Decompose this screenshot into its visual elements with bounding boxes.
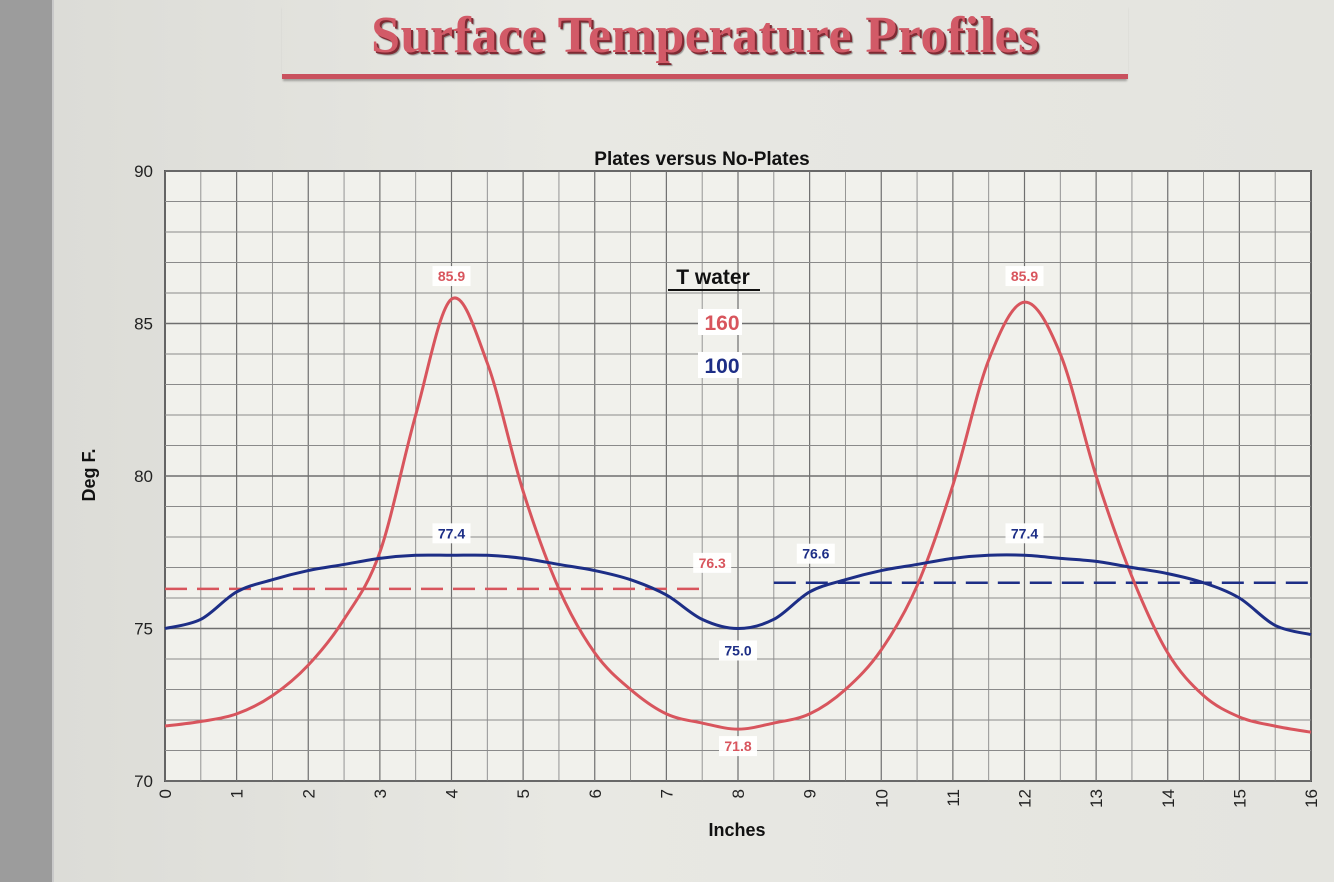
data-label-box <box>1005 266 1044 287</box>
x-tick-label: 5 <box>514 789 533 798</box>
data-label: 71.8 <box>724 738 751 754</box>
data-label: 85.9 <box>438 268 465 284</box>
chart-legend: T water 160 100 <box>668 266 760 378</box>
series-line-160 <box>164 296 1312 734</box>
chart-subtitle: Plates versus No-Plates <box>594 149 809 170</box>
x-tick-label: 15 <box>1230 789 1249 808</box>
left-border-strip <box>0 0 54 882</box>
x-tick-label: 14 <box>1159 789 1178 808</box>
data-label: 85.9 <box>1011 268 1038 284</box>
x-tick-label: 3 <box>371 789 390 798</box>
data-label: 77.4 <box>1011 525 1038 541</box>
legend-entry-160: 160 <box>704 312 739 335</box>
x-tick-label: 4 <box>443 789 462 798</box>
x-tick-label: 10 <box>872 789 891 808</box>
legend-box-160 <box>698 309 742 335</box>
data-label-box <box>719 736 757 757</box>
data-label: 76.3 <box>699 555 726 571</box>
x-tick-label: 6 <box>586 789 605 798</box>
data-label-box <box>432 266 471 287</box>
data-label: 75.0 <box>724 643 751 659</box>
page-title: Surface Temperature Profiles <box>282 4 1128 79</box>
x-tick-label: 16 <box>1302 789 1321 808</box>
series-line-100 <box>164 553 1312 637</box>
data-label-box <box>796 543 835 564</box>
data-label-box <box>432 523 471 544</box>
data-label: 77.4 <box>438 525 465 541</box>
x-tick-label: 7 <box>657 789 676 798</box>
data-label-box <box>1005 523 1044 544</box>
legend-entry-100: 100 <box>704 355 739 378</box>
legend-box-100 <box>698 352 742 378</box>
x-tick-label: 1 <box>228 789 247 798</box>
y-tick-label: 80 <box>134 467 153 486</box>
x-tick-label: 12 <box>1016 789 1035 808</box>
data-label-box <box>693 552 732 573</box>
y-tick-label: 85 <box>134 315 153 334</box>
data-label-box <box>719 640 757 661</box>
y-tick-label: 90 <box>134 162 153 181</box>
x-tick-label: 2 <box>299 789 318 798</box>
y-tick-label: 75 <box>134 620 153 639</box>
x-axis-label: Inches <box>708 820 765 840</box>
y-axis-label: Deg F. <box>79 448 99 501</box>
x-tick-label: 8 <box>729 789 748 798</box>
legend-title: T water <box>676 266 750 289</box>
x-tick-label: 0 <box>156 789 175 798</box>
x-tick-label: 9 <box>801 789 820 798</box>
x-tick-label: 11 <box>944 789 963 807</box>
x-tick-label: 13 <box>1087 789 1106 808</box>
data-label: 76.6 <box>802 546 829 562</box>
y-tick-label: 70 <box>134 772 153 791</box>
